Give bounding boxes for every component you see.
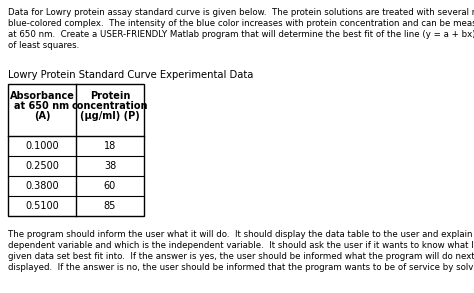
Text: at 650 nm: at 650 nm <box>14 101 70 111</box>
Text: Absorbance: Absorbance <box>9 91 74 101</box>
Text: 18: 18 <box>104 141 116 151</box>
Text: given data set best fit into.  If the answer is yes, the user should be informed: given data set best fit into. If the ans… <box>8 252 474 261</box>
Text: at 650 nm.  Create a USER-FRIENDLY Matlab program that will determine the best f: at 650 nm. Create a USER-FRIENDLY Matlab… <box>8 30 474 39</box>
Text: 0.1000: 0.1000 <box>25 141 59 151</box>
Text: displayed.  If the answer is no, the user should be informed that the program wa: displayed. If the answer is no, the user… <box>8 263 474 272</box>
Text: concentration: concentration <box>72 101 148 111</box>
Text: 38: 38 <box>104 161 116 171</box>
Text: blue-colored complex.  The intensity of the blue color increases with protein co: blue-colored complex. The intensity of t… <box>8 19 474 28</box>
Text: Lowry Protein Standard Curve Experimental Data: Lowry Protein Standard Curve Experimenta… <box>8 70 254 80</box>
Text: The program should inform the user what it will do.  It should display the data : The program should inform the user what … <box>8 230 474 239</box>
Text: 60: 60 <box>104 181 116 191</box>
Text: Protein: Protein <box>90 91 130 101</box>
Text: dependent variable and which is the independent variable.  It should ask the use: dependent variable and which is the inde… <box>8 241 474 250</box>
Text: 0.3800: 0.3800 <box>25 181 59 191</box>
Text: 0.2500: 0.2500 <box>25 161 59 171</box>
Text: 0.5100: 0.5100 <box>25 201 59 211</box>
Text: (A): (A) <box>34 111 50 121</box>
Text: Data for Lowry protein assay standard curve is given below.  The protein solutio: Data for Lowry protein assay standard cu… <box>8 8 474 17</box>
Text: (μg/ml) (P): (μg/ml) (P) <box>80 111 140 121</box>
Text: of least squares.: of least squares. <box>8 41 79 50</box>
Bar <box>8 84 144 216</box>
Text: 85: 85 <box>104 201 116 211</box>
